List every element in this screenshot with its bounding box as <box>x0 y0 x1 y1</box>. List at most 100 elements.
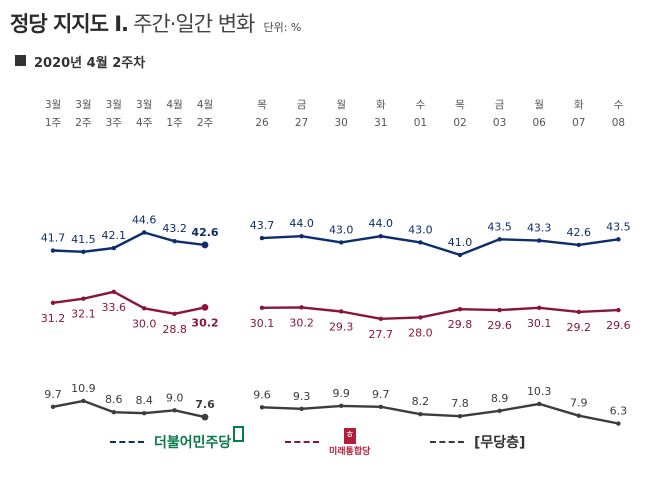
title-sub: 주간·일간 변화 <box>133 12 255 36</box>
data-point-none <box>299 406 304 411</box>
data-point-ufp <box>259 305 265 311</box>
data-label-dem: 41.0 <box>448 236 473 249</box>
category-label-top: 월 <box>534 99 544 111</box>
legend-line-ufp <box>285 441 319 443</box>
dem-logo-icon <box>233 426 245 442</box>
legend-label-dem: 더불어민주당 <box>154 435 232 451</box>
category-label-top: 월 <box>336 99 346 111</box>
category-label-top: 화 <box>574 99 584 111</box>
data-label-dem: 43.5 <box>487 220 512 233</box>
data-point-ufp <box>497 307 502 313</box>
data-label-none: 8.2 <box>412 395 430 408</box>
category-label-top: 금 <box>495 99 505 111</box>
data-label-dem: 42.6 <box>191 226 218 239</box>
legend-item-dem: 더불어민주당 <box>110 426 245 457</box>
data-label-ufp: 31.2 <box>41 312 66 325</box>
data-label-ufp: 27.7 <box>369 328 394 341</box>
weekly-panel: 41.7 41.5 42.1 44.6 43.2 42.6 31.2 32.1 33.6 30.0… <box>41 213 219 421</box>
data-point-dem <box>418 240 423 245</box>
data-label-ufp: 30.2 <box>191 316 218 329</box>
data-point-dem <box>457 252 463 258</box>
category-label-top: 수 <box>416 99 426 111</box>
category-label-bottom: 2주 <box>197 117 214 129</box>
data-point-ufp <box>201 303 209 311</box>
data-label-dem: 44.0 <box>369 217 394 230</box>
category-label-bottom: 3주 <box>106 117 123 129</box>
data-label-none: 8.6 <box>105 393 123 406</box>
data-label-dem: 42.1 <box>102 229 127 242</box>
data-point-ufp <box>111 289 117 295</box>
category-label-bottom: 27 <box>295 117 308 129</box>
data-point-ufp <box>50 300 56 305</box>
data-label-ufp: 30.1 <box>250 317 275 330</box>
data-label-dem: 43.0 <box>408 223 433 236</box>
data-point-ufp <box>81 296 86 301</box>
data-label-ufp: 28.0 <box>408 326 433 339</box>
legend-label-none: [무당층] <box>474 435 526 451</box>
data-point-none <box>339 403 344 409</box>
data-point-ufp <box>418 315 423 320</box>
data-point-dem <box>81 249 86 254</box>
category-label-bottom: 06 <box>533 117 547 129</box>
category-label-bottom: 31 <box>374 117 387 129</box>
data-point-dem <box>201 241 209 249</box>
data-point-ufp <box>616 307 621 313</box>
category-labels: 3월 1주 3월 2주 3월 3주 3월 4주 4월 1주 4월 2주 목 26 금 27 월 30 화 31 수 01 목… <box>45 99 625 129</box>
data-label-ufp: 28.8 <box>162 323 187 336</box>
category-label-bottom: 4주 <box>136 117 153 129</box>
data-label-none: 9.3 <box>293 390 311 403</box>
data-point-ufp <box>142 306 147 311</box>
data-point-ufp <box>339 309 344 314</box>
category-label-top: 3월 <box>106 99 122 111</box>
data-label-none: 9.7 <box>44 388 62 401</box>
data-label-none: 8.9 <box>491 392 509 405</box>
series-line-ufp-weekly <box>52 290 206 315</box>
data-point-none <box>111 410 117 415</box>
category-label-bottom: 08 <box>612 117 625 129</box>
data-label-dem: 43.2 <box>162 222 187 235</box>
subtitle: 2020년 4월 2주차 <box>34 56 146 71</box>
data-point-none <box>201 413 209 421</box>
data-label-ufp: 29.8 <box>448 318 473 331</box>
series-line-none-daily <box>261 402 619 425</box>
data-point-ufp <box>172 311 177 316</box>
ufp-logo-icon: ㅎ <box>343 427 356 444</box>
category-label-bottom: 01 <box>414 117 427 129</box>
category-label-top: 화 <box>376 99 386 111</box>
category-label-bottom: 1주 <box>166 117 183 129</box>
category-label-top: 3월 <box>75 99 91 111</box>
category-label-bottom: 07 <box>572 117 585 129</box>
category-label-top: 3월 <box>45 99 61 111</box>
data-label-none: 7.6 <box>195 398 215 411</box>
data-label-dem: 42.6 <box>567 226 592 239</box>
data-label-dem: 43.7 <box>250 219 275 232</box>
data-label-ufp: 30.2 <box>289 316 314 329</box>
data-point-ufp <box>537 305 542 311</box>
category-label-top: 수 <box>614 99 624 111</box>
category-label-bottom: 1주 <box>45 117 62 129</box>
category-label-top: 4월 <box>197 99 213 111</box>
legend-label-ufp: 미래통합당 <box>329 446 371 457</box>
data-point-none <box>50 404 56 410</box>
data-point-dem <box>537 238 542 243</box>
data-label-ufp: 30.0 <box>132 317 157 330</box>
data-point-none <box>497 408 502 413</box>
category-label-bottom: 2주 <box>75 117 92 129</box>
data-label-dem: 43.0 <box>329 223 354 236</box>
data-point-dem <box>299 234 304 239</box>
data-label-none: 9.7 <box>372 388 390 401</box>
data-label-none: 10.9 <box>71 382 96 395</box>
data-point-dem <box>142 230 147 235</box>
data-point-ufp <box>457 307 463 312</box>
category-label-bottom: 02 <box>453 117 466 129</box>
data-point-dem <box>378 234 383 239</box>
data-point-none <box>172 408 177 413</box>
data-point-none <box>81 398 86 404</box>
ufp-logo: ㅎ 미래통합당 <box>329 427 371 457</box>
category-label-top: 3월 <box>136 99 152 111</box>
series-line-ufp-daily <box>261 306 619 320</box>
bullet-square-icon <box>15 55 26 66</box>
data-point-none <box>576 413 581 418</box>
data-point-ufp <box>378 316 383 321</box>
